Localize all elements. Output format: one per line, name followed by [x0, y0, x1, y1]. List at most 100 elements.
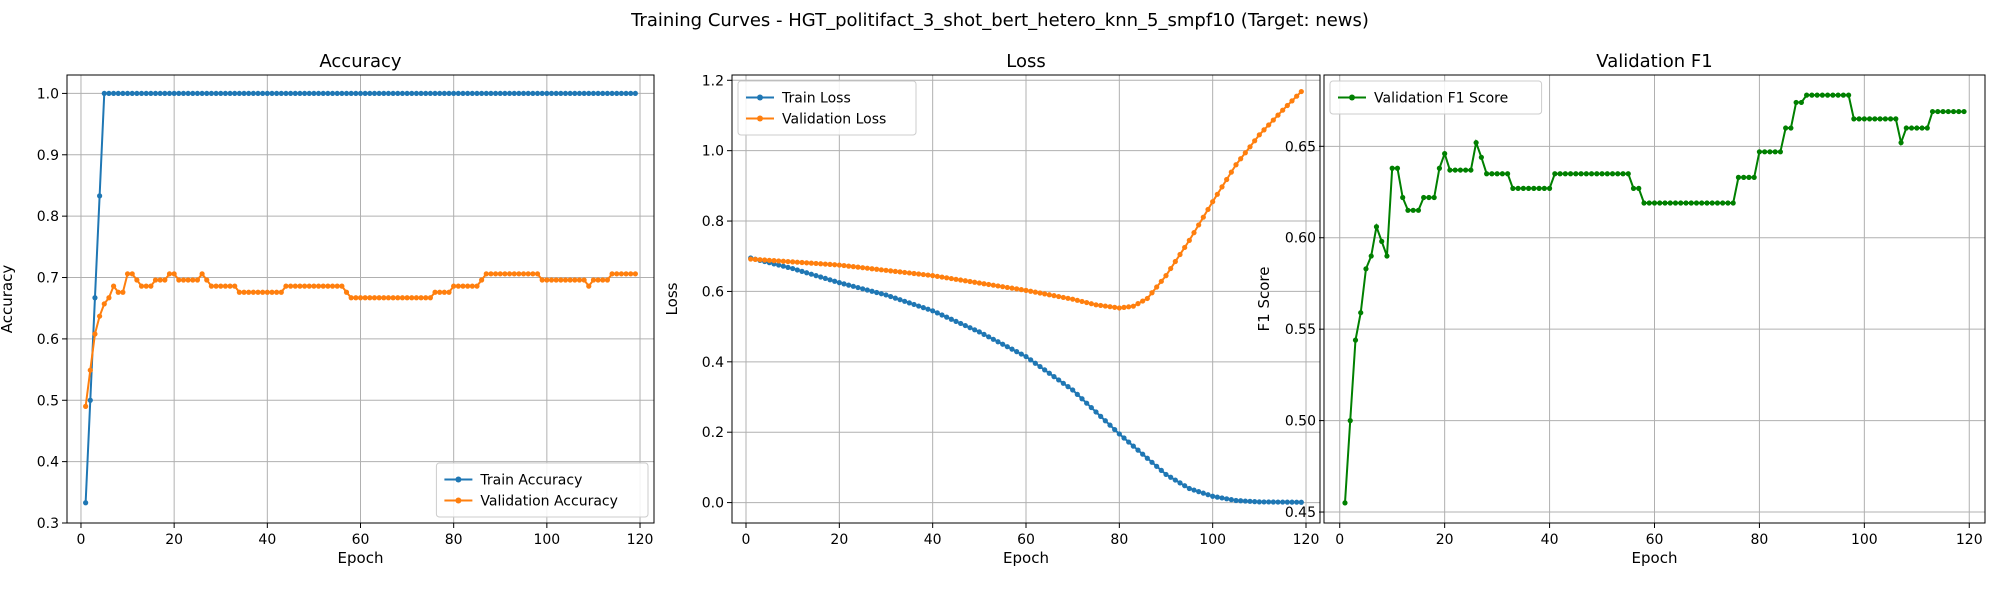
data-point: [762, 257, 768, 263]
y-tick-label: 0.2: [702, 425, 724, 441]
data-point: [446, 90, 452, 97]
data-point: [976, 280, 982, 286]
data-point: [371, 295, 378, 301]
data-point: [404, 90, 410, 97]
data-point: [1023, 287, 1029, 293]
data-point: [953, 276, 959, 282]
data-point: [1699, 200, 1705, 206]
data-point: [1741, 174, 1747, 180]
data-point: [1520, 185, 1526, 191]
data-point: [1510, 185, 1516, 191]
data-point: [1270, 117, 1276, 123]
data-point: [1191, 230, 1197, 236]
data-point: [143, 283, 149, 289]
x-tick-label: 120: [1293, 532, 1320, 548]
legend: Train Loss Validation Loss: [737, 80, 917, 136]
data-point: [958, 320, 964, 327]
data-point: [334, 90, 340, 97]
data-point: [1116, 305, 1122, 311]
data-point: [548, 90, 555, 97]
data-point: [1861, 116, 1867, 122]
data-point: [944, 275, 950, 281]
data-point: [883, 292, 889, 298]
legend-label: Validation F1 Score: [1374, 91, 1508, 107]
data-point: [1074, 391, 1080, 397]
data-point: [1149, 459, 1155, 465]
data-point: [1224, 176, 1230, 183]
data-point: [97, 193, 103, 199]
data-point: [878, 291, 884, 297]
data-point: [1588, 171, 1595, 177]
data-point: [576, 277, 583, 283]
data-point: [460, 283, 466, 289]
data-point: [1819, 92, 1825, 98]
data-point: [451, 283, 457, 289]
data-point: [590, 90, 597, 97]
data-point: [381, 90, 387, 97]
data-point: [1783, 125, 1789, 131]
data-point: [1772, 149, 1778, 155]
data-point: [888, 293, 894, 300]
data-point: [832, 262, 838, 268]
panel-f1: 0 20 40 60 80 100 120 0.45 0.50 0.55 0.60 0.65 Valid…: [1255, 51, 1986, 567]
data-point: [1032, 289, 1038, 295]
data-point: [506, 271, 513, 277]
data-point: [255, 289, 261, 295]
x-tick-label: 20: [1436, 532, 1454, 548]
data-point: [1630, 185, 1637, 191]
data-point: [572, 90, 578, 97]
x-tick-label: 60: [1017, 532, 1035, 548]
data-point: [776, 262, 782, 268]
data-point: [1261, 499, 1267, 505]
data-point: [846, 282, 852, 288]
data-point: [87, 397, 93, 403]
data-point: [1000, 341, 1006, 347]
x-tick-label: 80: [1751, 532, 1769, 548]
data-point: [376, 295, 382, 301]
data-point: [1846, 92, 1852, 98]
data-point: [1037, 290, 1043, 296]
data-point: [986, 281, 992, 288]
data-point: [516, 271, 522, 277]
data-point: [1107, 422, 1113, 428]
data-point: [1130, 303, 1136, 309]
data-point: [1046, 370, 1052, 376]
data-point: [995, 283, 1001, 289]
data-point: [990, 282, 996, 288]
data-point: [497, 90, 503, 97]
data-point: [1347, 418, 1353, 424]
data-point: [306, 283, 312, 289]
data-point: [525, 90, 531, 97]
data-point: [1410, 207, 1416, 213]
data-point: [1908, 125, 1915, 131]
data-point: [1373, 224, 1380, 230]
data-point: [520, 90, 527, 97]
data-point: [1018, 351, 1024, 357]
data-point: [600, 90, 606, 97]
data-point: [794, 267, 800, 273]
data-point: [120, 289, 126, 295]
data-point: [1060, 380, 1066, 386]
data-point: [1219, 495, 1225, 501]
data-point: [1877, 116, 1883, 122]
data-point: [1079, 396, 1085, 402]
data-point: [1825, 92, 1831, 98]
data-point: [222, 90, 228, 97]
x-tick-label: 80: [445, 532, 463, 548]
data-point: [1594, 171, 1600, 177]
data-point: [934, 273, 940, 279]
data-point: [1609, 171, 1616, 177]
x-tick-label: 20: [830, 532, 848, 548]
data-point: [530, 271, 536, 277]
data-point: [399, 295, 406, 301]
data-point: [878, 267, 884, 273]
data-point: [1531, 185, 1537, 191]
data-point: [1200, 490, 1206, 496]
data-point: [1242, 498, 1248, 504]
data-point: [162, 90, 168, 97]
data-point: [534, 271, 541, 277]
data-point: [632, 271, 638, 277]
data-point: [967, 325, 973, 331]
data-point: [558, 90, 564, 97]
data-point: [97, 313, 103, 319]
